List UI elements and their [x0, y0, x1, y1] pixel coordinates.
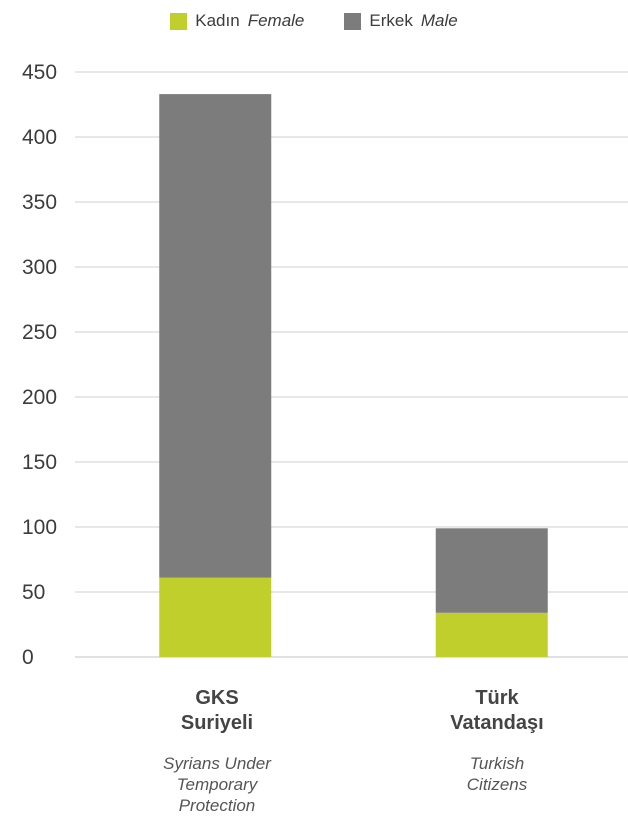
- bar-segment: [435, 612, 548, 657]
- category-tr-line2: Suriyeli: [180, 712, 254, 734]
- legend-label-male-en: Male: [420, 11, 458, 30]
- y-tick-label: 150: [22, 451, 57, 474]
- legend-item-male: Erkek Male: [344, 9, 458, 33]
- legend: Kadın Female Erkek Male: [0, 9, 628, 33]
- y-tick-label: 50: [22, 581, 45, 604]
- legend-label-male-tr: Erkek: [369, 11, 413, 30]
- legend-swatch-female: [170, 12, 188, 30]
- y-tick-label: 200: [22, 386, 57, 409]
- category-en-line1: Turkish: [469, 754, 525, 773]
- bar-segment: [435, 528, 548, 613]
- category-en-line2: Temporary: [176, 775, 258, 794]
- legend-swatch-male: [344, 12, 362, 30]
- category-tr-line2: Vatandaşı: [450, 712, 544, 734]
- y-tick-label: 350: [22, 191, 57, 214]
- category-en-line1: Syrians Under: [163, 754, 271, 773]
- legend-label-female-en: Female: [247, 11, 305, 30]
- category-en-line2: Citizens: [466, 775, 528, 794]
- category-label-turk: Türk Vatandaşı Turkish Citizens: [397, 686, 597, 795]
- y-tick-label: 300: [22, 256, 57, 279]
- bar-segment: [159, 577, 272, 657]
- y-tick-label: 100: [22, 516, 57, 539]
- bar-segment: [159, 94, 272, 578]
- y-tick-label: 450: [22, 61, 57, 84]
- category-tr-line1: Türk: [475, 687, 519, 709]
- y-tick-label: 250: [22, 321, 57, 344]
- category-tr-line1: GKS: [195, 687, 239, 709]
- category-label-gks: GKS Suriyeli Syrians Under Temporary Pro…: [117, 686, 317, 816]
- category-en-line3: Protection: [178, 796, 256, 815]
- legend-label-female-tr: Kadın: [195, 11, 240, 30]
- y-tick-label: 400: [22, 126, 57, 149]
- legend-item-female: Kadın Female: [170, 9, 304, 33]
- y-tick-label: 0: [22, 646, 34, 669]
